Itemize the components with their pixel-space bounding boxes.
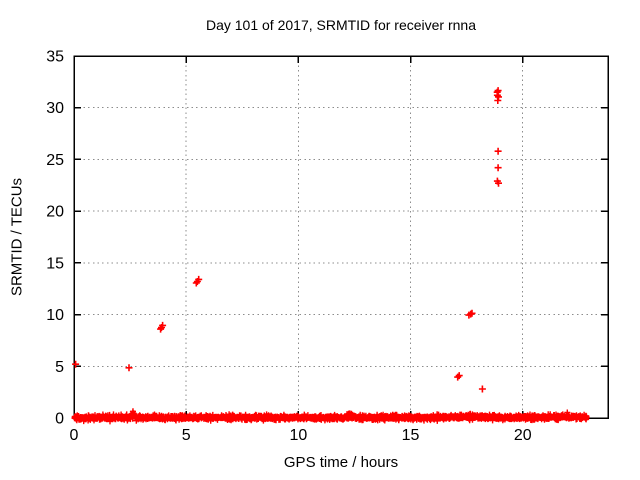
x-axis-label: GPS time / hours bbox=[283, 454, 399, 471]
y-tick-label: 10 bbox=[46, 307, 64, 324]
tick-marks bbox=[73, 55, 608, 419]
plot-border bbox=[73, 55, 609, 419]
x-tick-label: 20 bbox=[514, 427, 532, 444]
x-tick-label: 5 bbox=[182, 427, 191, 444]
y-axis-label: SRMTID / TECUs bbox=[8, 177, 26, 297]
y-tick-label: 0 bbox=[55, 411, 64, 428]
baseline-band-points bbox=[71, 408, 590, 425]
chart-title: Day 101 of 2017, SRMTID for receiver rnn… bbox=[205, 17, 476, 33]
x-tick-label: 15 bbox=[402, 427, 420, 444]
y-tick-label: 25 bbox=[46, 152, 64, 169]
x-tick-label: 0 bbox=[70, 427, 79, 444]
grid-lines bbox=[74, 56, 608, 418]
y-tick-label: 5 bbox=[55, 359, 64, 376]
y-tick-label: 30 bbox=[46, 100, 64, 117]
y-tick-label: 15 bbox=[46, 255, 64, 272]
x-tick-label: 10 bbox=[289, 427, 307, 444]
outlier-points bbox=[72, 87, 502, 393]
y-tick-label: 20 bbox=[46, 204, 64, 221]
y-tick-label: 35 bbox=[46, 49, 64, 66]
